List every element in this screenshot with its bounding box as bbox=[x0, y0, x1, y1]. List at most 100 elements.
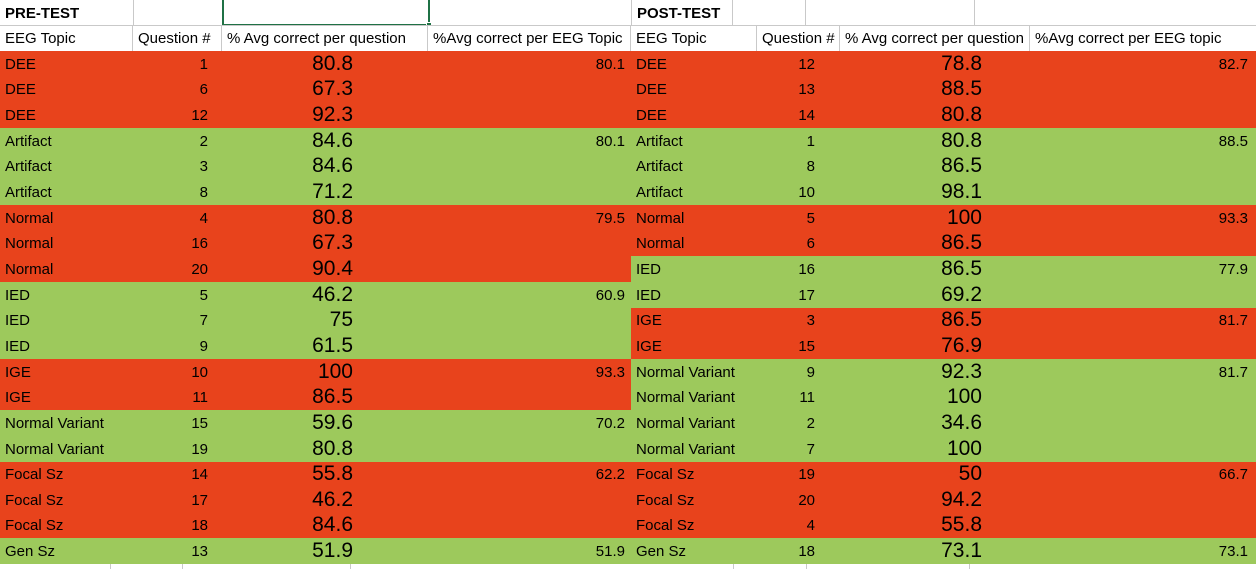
topic-cell[interactable]: Artifact bbox=[5, 132, 52, 150]
topic-cell[interactable]: Normal Variant bbox=[636, 389, 735, 407]
avg-per-topic-cell[interactable]: 82.7 bbox=[1218, 55, 1248, 73]
question-number-cell[interactable]: 20 bbox=[798, 491, 815, 509]
avg-per-topic-cell[interactable] bbox=[428, 256, 631, 282]
topic-cell[interactable]: Artifact bbox=[636, 183, 683, 201]
topic-cell[interactable]: Normal Variant bbox=[636, 414, 735, 432]
avg-per-question-cell[interactable]: 67.3 bbox=[312, 77, 353, 101]
topic-cell[interactable]: Focal Sz bbox=[5, 466, 64, 484]
question-number-cell[interactable]: 3 bbox=[806, 312, 815, 330]
avg-per-question-cell[interactable]: 55.8 bbox=[312, 462, 353, 486]
question-number-cell[interactable]: 7 bbox=[806, 440, 815, 458]
avg-per-topic-cell[interactable]: 60.9 bbox=[595, 286, 625, 304]
question-number-cell[interactable]: 1 bbox=[806, 132, 815, 150]
post-header-eeg-topic[interactable]: EEG Topic bbox=[631, 26, 757, 51]
topic-cell[interactable]: Normal Variant bbox=[5, 414, 104, 432]
topic-cell[interactable]: Artifact bbox=[636, 158, 683, 176]
avg-per-question-cell[interactable]: 55.8 bbox=[941, 513, 982, 537]
avg-per-question-cell[interactable]: 86.5 bbox=[941, 154, 982, 178]
avg-per-question-cell[interactable]: 34.6 bbox=[941, 410, 982, 434]
question-number-cell[interactable]: 8 bbox=[806, 158, 815, 176]
avg-per-topic-cell[interactable] bbox=[428, 154, 631, 180]
avg-per-topic-cell[interactable] bbox=[428, 333, 631, 359]
avg-per-question-cell[interactable]: 46.2 bbox=[312, 282, 353, 306]
question-number-cell[interactable]: 11 bbox=[799, 389, 815, 407]
avg-per-topic-cell[interactable] bbox=[1030, 154, 1256, 180]
avg-per-question-cell[interactable]: 67.3 bbox=[312, 231, 353, 255]
avg-per-topic-cell[interactable] bbox=[428, 308, 631, 334]
avg-per-topic-cell[interactable] bbox=[1030, 513, 1256, 539]
avg-per-topic-cell[interactable]: 66.7 bbox=[1218, 466, 1248, 484]
avg-per-question-cell[interactable]: 98.1 bbox=[941, 179, 982, 203]
topic-cell[interactable]: Focal Sz bbox=[636, 466, 695, 484]
question-number-cell[interactable]: 11 bbox=[192, 389, 208, 407]
question-number-cell[interactable]: 14 bbox=[798, 106, 815, 124]
avg-per-question-cell[interactable]: 100 bbox=[946, 385, 982, 409]
avg-per-question-cell[interactable]: 84.6 bbox=[312, 154, 353, 178]
avg-per-topic-cell[interactable]: 79.5 bbox=[595, 209, 625, 227]
topic-cell[interactable]: IGE bbox=[5, 363, 31, 381]
topic-cell[interactable]: Normal bbox=[5, 209, 54, 227]
post-header-question-number[interactable]: Question # bbox=[757, 26, 840, 51]
avg-per-question-cell[interactable]: 50 bbox=[958, 462, 982, 486]
question-number-cell[interactable]: 6 bbox=[199, 81, 208, 99]
avg-per-question-cell[interactable]: 86.5 bbox=[941, 308, 982, 332]
avg-per-question-cell[interactable]: 100 bbox=[317, 359, 353, 383]
question-number-cell[interactable]: 12 bbox=[191, 106, 208, 124]
avg-per-topic-cell[interactable] bbox=[1030, 282, 1256, 308]
avg-per-question-cell[interactable]: 78.8 bbox=[941, 51, 982, 75]
question-number-cell[interactable]: 2 bbox=[199, 132, 208, 150]
topic-cell[interactable]: IED bbox=[5, 312, 31, 330]
question-number-cell[interactable]: 9 bbox=[199, 337, 208, 355]
avg-per-topic-cell[interactable]: 81.7 bbox=[1218, 363, 1248, 381]
topic-cell[interactable]: Focal Sz bbox=[636, 517, 695, 535]
question-number-cell[interactable]: 15 bbox=[798, 337, 815, 355]
avg-per-topic-cell[interactable] bbox=[1030, 77, 1256, 103]
avg-per-topic-cell[interactable]: 51.9 bbox=[595, 543, 625, 561]
topic-cell[interactable]: DEE bbox=[5, 106, 36, 124]
question-number-cell[interactable]: 7 bbox=[199, 312, 208, 330]
question-number-cell[interactable]: 8 bbox=[199, 183, 208, 201]
avg-per-topic-cell[interactable] bbox=[428, 487, 631, 513]
avg-per-topic-cell[interactable] bbox=[1030, 410, 1256, 436]
avg-per-question-cell[interactable]: 80.8 bbox=[941, 128, 982, 152]
avg-per-topic-cell[interactable]: 93.3 bbox=[595, 363, 625, 381]
avg-per-topic-cell[interactable] bbox=[1030, 385, 1256, 411]
avg-per-topic-cell[interactable]: 70.2 bbox=[595, 414, 625, 432]
question-number-cell[interactable]: 17 bbox=[191, 491, 208, 509]
avg-per-topic-cell[interactable] bbox=[428, 385, 631, 411]
avg-per-topic-cell[interactable] bbox=[428, 513, 631, 539]
question-number-cell[interactable]: 2 bbox=[806, 414, 815, 432]
topic-cell[interactable]: Artifact bbox=[5, 183, 52, 201]
question-number-cell[interactable]: 4 bbox=[806, 517, 815, 535]
question-number-cell[interactable]: 18 bbox=[191, 517, 208, 535]
topic-cell[interactable]: Focal Sz bbox=[636, 491, 695, 509]
pre-header-avg-correct-topic[interactable]: %Avg correct per EEG Topic bbox=[428, 26, 631, 51]
topic-cell[interactable]: Artifact bbox=[5, 158, 52, 176]
avg-per-question-cell[interactable]: 73.1 bbox=[941, 539, 982, 563]
topic-cell[interactable]: Gen Sz bbox=[5, 543, 56, 561]
topic-cell[interactable]: Focal Sz bbox=[5, 491, 64, 509]
question-number-cell[interactable]: 15 bbox=[191, 414, 208, 432]
avg-per-topic-cell[interactable] bbox=[1030, 179, 1256, 205]
topic-cell[interactable]: DEE bbox=[636, 106, 667, 124]
avg-per-question-cell[interactable]: 100 bbox=[946, 205, 982, 229]
avg-per-topic-cell[interactable]: 93.3 bbox=[1218, 209, 1248, 227]
avg-per-topic-cell[interactable]: 80.1 bbox=[595, 132, 625, 150]
avg-per-question-cell[interactable]: 46.2 bbox=[312, 487, 353, 511]
question-number-cell[interactable]: 17 bbox=[798, 286, 815, 304]
avg-per-question-cell[interactable]: 90.4 bbox=[312, 256, 353, 280]
topic-cell[interactable]: DEE bbox=[636, 81, 667, 99]
question-number-cell[interactable]: 19 bbox=[798, 466, 815, 484]
topic-cell[interactable]: Normal bbox=[5, 260, 54, 278]
question-number-cell[interactable]: 13 bbox=[191, 543, 208, 561]
topic-cell[interactable]: IED bbox=[5, 286, 31, 304]
topic-cell[interactable]: Normal bbox=[636, 209, 685, 227]
avg-per-topic-cell[interactable] bbox=[428, 102, 631, 128]
avg-per-question-cell[interactable]: 86.5 bbox=[941, 256, 982, 280]
avg-per-question-cell[interactable]: 94.2 bbox=[941, 487, 982, 511]
avg-per-question-cell[interactable]: 51.9 bbox=[312, 539, 353, 563]
avg-per-question-cell[interactable]: 71.2 bbox=[312, 179, 353, 203]
topic-cell[interactable]: Normal bbox=[5, 235, 54, 253]
pre-header-question-number[interactable]: Question # bbox=[133, 26, 222, 51]
topic-cell[interactable]: Focal Sz bbox=[5, 517, 64, 535]
